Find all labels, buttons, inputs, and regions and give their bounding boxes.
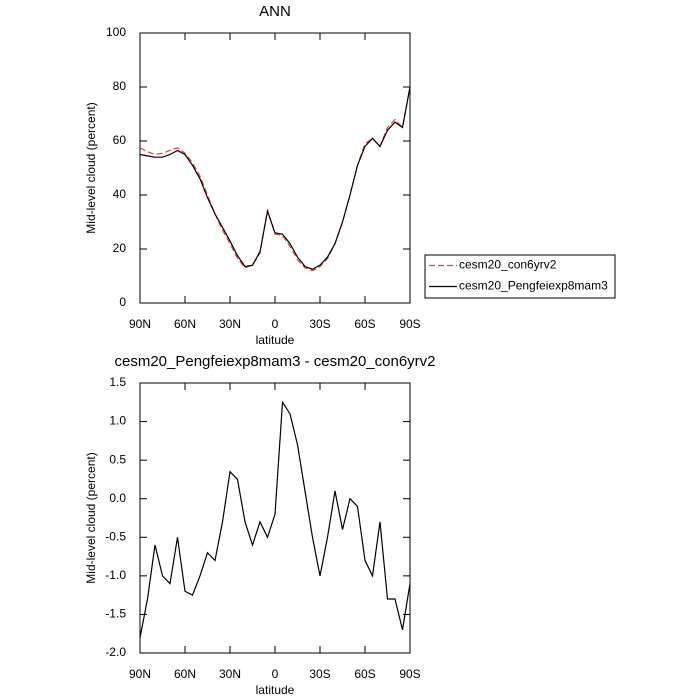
x-axis-label: latitude [256,683,295,697]
x-tick-label: 90N [129,667,151,681]
x-tick-label: 30S [309,667,330,681]
y-tick-label: -1.5 [105,607,126,621]
x-tick-label: 60S [354,667,375,681]
x-tick-label: 60S [354,317,375,331]
x-tick-label: 60N [174,667,196,681]
y-axis-label: Mid-level cloud (percent) [84,452,98,583]
data-line [139,400,411,638]
x-tick-label: 90S [399,317,420,331]
y-tick-label: -1.0 [105,568,126,582]
x-tick-label: 60N [174,317,196,331]
y-tick-label: 0 [119,295,126,309]
plot-frame [139,32,411,304]
legend-box [424,254,616,299]
y-tick-label: 80 [113,79,127,93]
y-tick-label: 1.0 [109,414,126,428]
chart-title: ANN [259,3,291,20]
y-tick-label: 40 [113,187,127,201]
legend-label: cesm20_Pengfeiexp8mam3 [459,279,608,293]
y-tick-label: 0.0 [109,491,126,505]
x-tick-label: 90N [129,317,151,331]
x-tick-label: 0 [272,667,279,681]
legend-label: cesm20_con6yrv2 [459,258,557,272]
y-tick-label: 20 [113,241,127,255]
chart-title: cesm20_Pengfeiexp8mam3 - cesm20_con6yrv2 [115,353,436,370]
y-axis-label: Mid-level cloud (percent) [84,102,98,233]
y-tick-label: -2.0 [105,645,126,659]
plot-frame [139,382,411,654]
x-tick-label: 30S [309,317,330,331]
x-tick-label: 90S [399,667,420,681]
x-axis-label: latitude [256,333,295,347]
y-tick-label: 1.5 [109,375,126,389]
y-tick-label: -0.5 [105,529,126,543]
data-line [139,86,411,272]
y-tick-label: 100 [106,25,126,39]
y-tick-label: 0.5 [109,452,126,466]
x-tick-label: 30N [219,667,241,681]
x-tick-label: 0 [272,317,279,331]
data-line [139,86,411,270]
x-tick-label: 30N [219,317,241,331]
y-tick-label: 60 [113,133,127,147]
